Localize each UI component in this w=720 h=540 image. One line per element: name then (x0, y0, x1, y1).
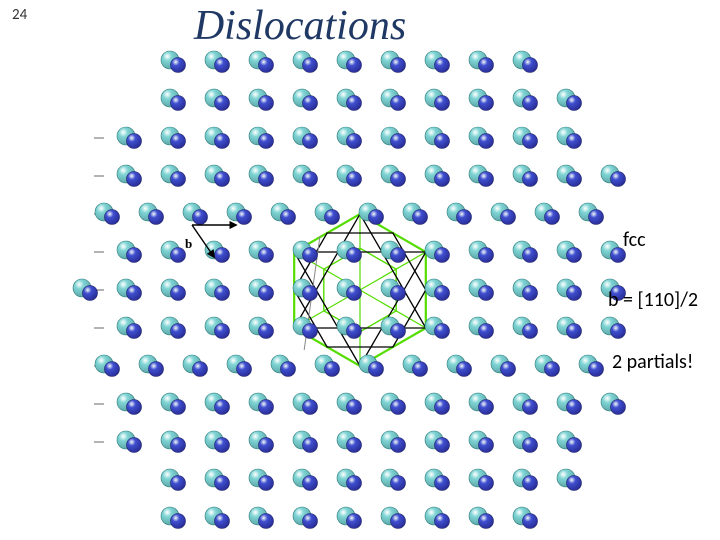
label-partials: 2 partials! (612, 350, 693, 374)
label-b-vector: b (185, 236, 192, 252)
label-fcc: fcc (623, 228, 646, 252)
label-burgers: b = [110]/2 (608, 288, 698, 312)
lattice-diagram (0, 0, 720, 540)
